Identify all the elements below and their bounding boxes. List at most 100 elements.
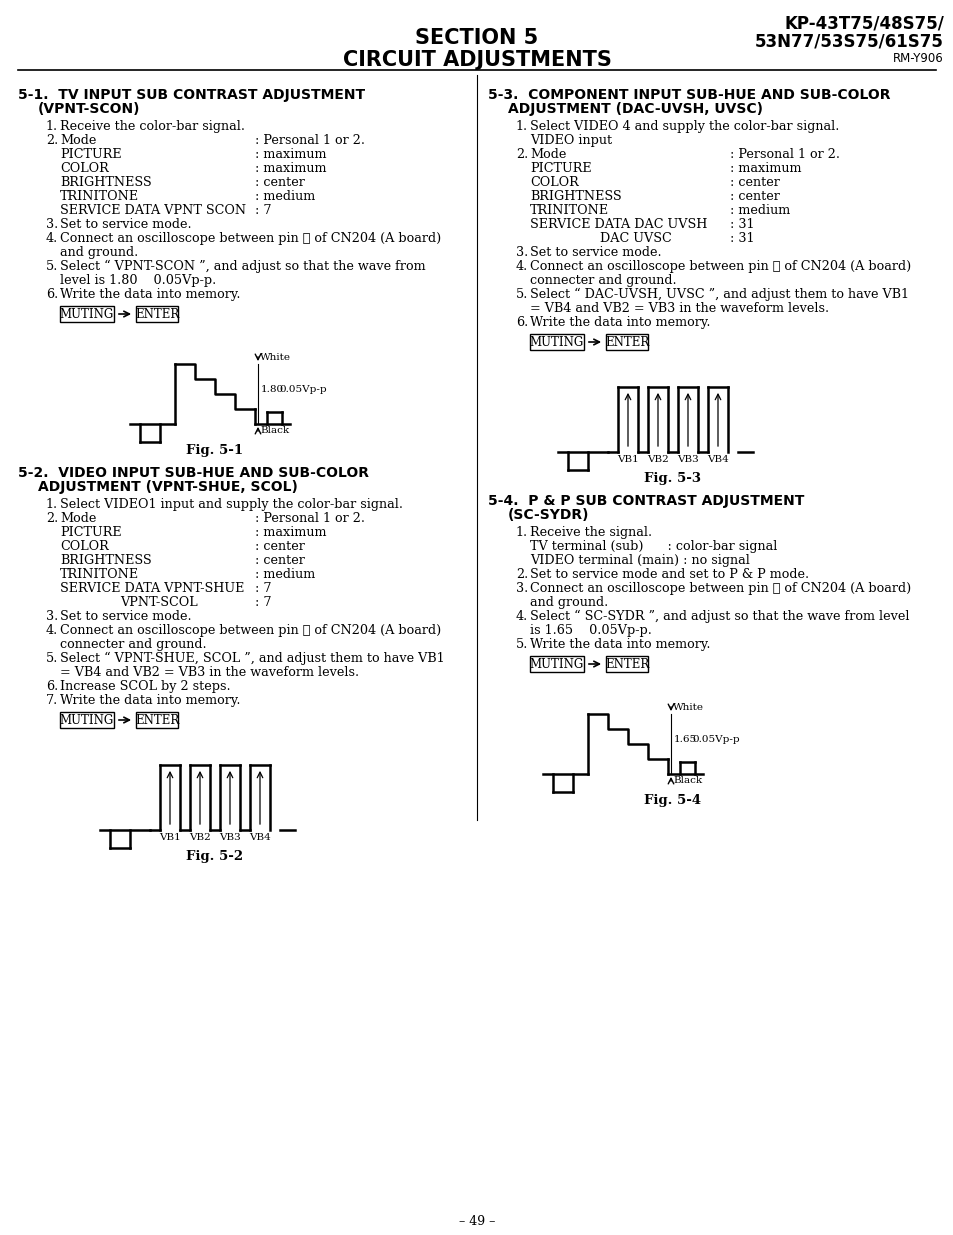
Text: 3.: 3. — [46, 219, 58, 231]
Text: : maximum: : maximum — [254, 162, 326, 175]
Text: connecter and ground.: connecter and ground. — [530, 274, 676, 287]
Text: BRIGHTNESS: BRIGHTNESS — [530, 190, 621, 203]
Text: VB2: VB2 — [189, 832, 211, 842]
Text: 1.65: 1.65 — [673, 736, 697, 745]
Text: Write the data into memory.: Write the data into memory. — [60, 694, 240, 706]
Text: PICTURE: PICTURE — [530, 162, 591, 175]
Text: BRIGHTNESS: BRIGHTNESS — [60, 555, 152, 567]
Text: 3.: 3. — [46, 610, 58, 622]
Text: : 7: : 7 — [254, 582, 272, 595]
Text: : center: : center — [254, 540, 305, 553]
Text: level is 1.80    0.05Vp-p.: level is 1.80 0.05Vp-p. — [60, 274, 216, 287]
Text: ENTER: ENTER — [134, 308, 179, 321]
Text: 0.05Vp-p: 0.05Vp-p — [278, 385, 326, 394]
Text: : Personal 1 or 2.: : Personal 1 or 2. — [254, 135, 365, 147]
Text: 7.: 7. — [46, 694, 58, 706]
Text: Set to service mode and set to P & P mode.: Set to service mode and set to P & P mod… — [530, 568, 808, 580]
Text: COLOR: COLOR — [60, 540, 109, 553]
Text: Receive the signal.: Receive the signal. — [530, 526, 652, 538]
Text: 5-4.  P & P SUB CONTRAST ADJUSTMENT: 5-4. P & P SUB CONTRAST ADJUSTMENT — [488, 494, 803, 508]
Text: : medium: : medium — [254, 190, 314, 203]
Text: 4.: 4. — [516, 610, 528, 622]
Text: COLOR: COLOR — [530, 177, 578, 189]
Text: 4.: 4. — [46, 624, 58, 637]
Text: Black: Black — [260, 426, 289, 435]
Bar — [605, 656, 647, 672]
Text: Fig. 5-1: Fig. 5-1 — [186, 445, 243, 457]
Text: 5.: 5. — [516, 638, 528, 651]
Text: White: White — [260, 353, 291, 362]
Text: 2.: 2. — [46, 513, 58, 525]
Text: SECTION 5: SECTION 5 — [415, 28, 538, 48]
Text: SERVICE DATA VPNT-SHUE: SERVICE DATA VPNT-SHUE — [60, 582, 244, 595]
Text: 1.: 1. — [46, 498, 58, 511]
Text: 5-1.  TV INPUT SUB CONTRAST ADJUSTMENT: 5-1. TV INPUT SUB CONTRAST ADJUSTMENT — [18, 88, 365, 103]
Text: Set to service mode.: Set to service mode. — [530, 246, 661, 259]
Text: 5-2.  VIDEO INPUT SUB-HUE AND SUB-COLOR: 5-2. VIDEO INPUT SUB-HUE AND SUB-COLOR — [18, 466, 369, 480]
Text: 4.: 4. — [46, 232, 58, 245]
Text: ENTER: ENTER — [134, 714, 179, 726]
Text: : medium: : medium — [254, 568, 314, 580]
Text: Mode: Mode — [530, 148, 566, 161]
Text: SERVICE DATA DAC UVSH: SERVICE DATA DAC UVSH — [530, 219, 706, 231]
Text: RM-Y906: RM-Y906 — [892, 52, 943, 65]
Text: : 7: : 7 — [254, 204, 272, 217]
Text: SERVICE DATA VPNT SCON: SERVICE DATA VPNT SCON — [60, 204, 246, 217]
Text: 2.: 2. — [516, 568, 528, 580]
Text: Increase SCOL by 2 steps.: Increase SCOL by 2 steps. — [60, 680, 231, 693]
Bar — [136, 713, 178, 727]
Text: and ground.: and ground. — [60, 246, 138, 259]
Text: (VPNT-SCON): (VPNT-SCON) — [38, 103, 140, 116]
Text: : Personal 1 or 2.: : Personal 1 or 2. — [729, 148, 840, 161]
Text: Set to service mode.: Set to service mode. — [60, 219, 192, 231]
Text: CIRCUIT ADJUSTMENTS: CIRCUIT ADJUSTMENTS — [342, 49, 611, 70]
Text: : 31: : 31 — [729, 219, 754, 231]
Text: Black: Black — [672, 776, 701, 785]
Text: 2.: 2. — [516, 148, 528, 161]
Text: : maximum: : maximum — [254, 148, 326, 161]
Text: Select VIDEO 4 and supply the color-bar signal.: Select VIDEO 4 and supply the color-bar … — [530, 120, 839, 133]
Text: COLOR: COLOR — [60, 162, 109, 175]
Text: Connect an oscilloscope between pin ⓤ of CN204 (A board): Connect an oscilloscope between pin ⓤ of… — [530, 261, 910, 273]
Text: Select “ SC-SYDR ”, and adjust so that the wave from level: Select “ SC-SYDR ”, and adjust so that t… — [530, 610, 908, 624]
Text: PICTURE: PICTURE — [60, 148, 121, 161]
Text: Write the data into memory.: Write the data into memory. — [530, 638, 710, 651]
Text: = VB4 and VB2 = VB3 in the waveform levels.: = VB4 and VB2 = VB3 in the waveform leve… — [530, 303, 828, 315]
Text: Select VIDEO1 input and supply the color-bar signal.: Select VIDEO1 input and supply the color… — [60, 498, 402, 511]
Text: : maximum: : maximum — [729, 162, 801, 175]
Text: and ground.: and ground. — [530, 597, 608, 609]
Text: 1.: 1. — [46, 120, 58, 133]
Text: Select “ VPNT-SHUE, SCOL ”, and adjust them to have VB1: Select “ VPNT-SHUE, SCOL ”, and adjust t… — [60, 652, 444, 666]
Text: TRINITONE: TRINITONE — [60, 568, 139, 580]
Text: Connect an oscilloscope between pin ⓦ of CN204 (A board): Connect an oscilloscope between pin ⓦ of… — [530, 582, 910, 595]
Text: = VB4 and VB2 = VB3 in the waveform levels.: = VB4 and VB2 = VB3 in the waveform leve… — [60, 666, 358, 679]
Text: VPNT-SCOL: VPNT-SCOL — [120, 597, 197, 609]
Text: VB4: VB4 — [249, 832, 271, 842]
Text: VB1: VB1 — [159, 832, 181, 842]
Text: MUTING: MUTING — [529, 336, 583, 348]
Text: 3.: 3. — [516, 582, 528, 595]
Text: Connect an oscilloscope between pin ⓤ of CN204 (A board): Connect an oscilloscope between pin ⓤ of… — [60, 624, 441, 637]
Text: MUTING: MUTING — [529, 657, 583, 671]
Text: VB1: VB1 — [617, 454, 639, 464]
Text: : center: : center — [254, 177, 305, 189]
Text: Fig. 5-3: Fig. 5-3 — [644, 472, 700, 485]
Text: 5-3.  COMPONENT INPUT SUB-HUE AND SUB-COLOR: 5-3. COMPONENT INPUT SUB-HUE AND SUB-COL… — [488, 88, 889, 103]
Text: 0.05Vp-p: 0.05Vp-p — [691, 736, 739, 745]
Text: Fig. 5-2: Fig. 5-2 — [186, 850, 243, 863]
Text: MUTING: MUTING — [60, 308, 114, 321]
Text: 6.: 6. — [516, 316, 528, 329]
Text: 2.: 2. — [46, 135, 58, 147]
Text: (SC-SYDR): (SC-SYDR) — [507, 508, 589, 522]
Text: PICTURE: PICTURE — [60, 526, 121, 538]
Text: VB3: VB3 — [677, 454, 699, 464]
Text: 5.: 5. — [516, 288, 528, 301]
Text: DAC UVSC: DAC UVSC — [599, 232, 671, 245]
Text: : center: : center — [729, 177, 779, 189]
Text: : center: : center — [729, 190, 779, 203]
Text: VIDEO terminal (main) : no signal: VIDEO terminal (main) : no signal — [530, 555, 749, 567]
Text: Select “ DAC-UVSH, UVSC ”, and adjust them to have VB1: Select “ DAC-UVSH, UVSC ”, and adjust th… — [530, 288, 908, 301]
Bar — [60, 306, 113, 322]
Text: Write the data into memory.: Write the data into memory. — [60, 288, 240, 301]
Text: Mode: Mode — [60, 513, 96, 525]
